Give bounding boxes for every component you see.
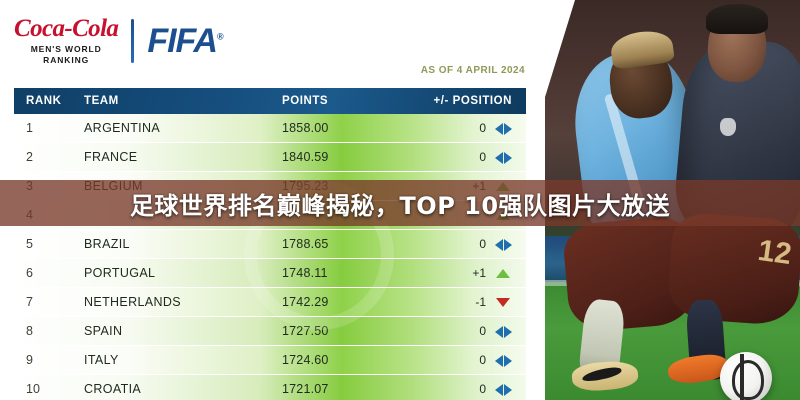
table-row[interactable]: 2 FRANCE 1840.59 0 [14,143,526,172]
arrows-no-change-icon [495,382,512,397]
brand-divider [131,19,135,63]
arrows-no-change-icon [495,324,512,339]
cell-points: 1840.59 [282,150,329,164]
cell-points: 1721.07 [282,382,329,396]
position-change-value: +1 [472,266,486,280]
arrows-no-change-icon [495,237,512,252]
position-change-value: 0 [479,382,486,396]
cell-rank: 10 [26,382,40,396]
arrows-no-change-icon [495,353,512,368]
cell-position-change: 0 [402,382,514,397]
position-change-value: 0 [479,150,486,164]
table-row[interactable]: 10 CROATIA 1721.07 0 [14,375,526,400]
cell-position-change: 0 [402,121,514,136]
cell-rank: 9 [26,353,33,367]
table-header-row: RANK TEAM POINTS +/- POSITION [14,88,526,114]
coca-cola-subtitle: MEN'S WORLD RANKING [31,44,102,65]
headline-banner-text: 足球世界排名巅峰揭秘，TOP 10强队图片大放送 [129,191,671,220]
player-navy-hair [706,4,768,34]
column-header-team: TEAM [84,95,119,107]
cell-team: ARGENTINA [84,121,161,135]
cell-position-change: 0 [402,150,514,165]
column-header-position: +/- POSITION [433,95,512,107]
cell-points: 1742.29 [282,295,329,309]
position-change-value: 0 [479,324,486,338]
cell-team: FRANCE [84,150,138,164]
cell-rank: 5 [26,237,33,251]
football-ball-icon [720,352,772,400]
ranking-table: RANK TEAM POINTS +/- POSITION 1 ARGENTINA… [14,88,526,400]
arrow-down-icon [495,295,512,310]
coca-cola-subtitle-line2: RANKING [43,55,90,65]
table-row[interactable]: 5 BRAZIL 1788.65 0 [14,230,526,259]
cell-team: NETHERLANDS [84,295,181,309]
coca-cola-wordmark: Coca-Cola [14,15,119,43]
cell-position-change: 0 [402,353,514,368]
table-row[interactable]: 7 NETHERLANDS 1742.29 -1 [14,288,526,317]
cell-position-change: +1 [402,266,514,281]
position-change-value: -1 [475,295,486,309]
fifa-logo: FIFA® [147,22,224,60]
arrow-up-icon [495,266,512,281]
cell-position-change: 0 [402,237,514,252]
cell-position-change: 0 [402,324,514,339]
headline-banner: 足球世界排名巅峰揭秘，TOP 10强队图片大放送 [0,180,800,226]
fifa-wordmark: FIFA [147,22,218,60]
cell-rank: 7 [26,295,33,309]
arrows-no-change-icon [495,150,512,165]
cell-team: PORTUGAL [84,266,156,280]
player-navy-crest [720,118,736,136]
cell-team: ITALY [84,353,119,367]
position-change-value: 0 [479,121,486,135]
as-of-date: AS OF 4 APRIL 2024 [420,65,525,76]
arrows-no-change-icon [495,121,512,136]
table-row[interactable]: 9 ITALY 1724.60 0 [14,346,526,375]
cell-points: 1724.60 [282,353,329,367]
table-row[interactable]: 1 ARGENTINA 1858.00 0 [14,114,526,143]
cell-rank: 2 [26,150,33,164]
cell-rank: 1 [26,121,33,135]
cell-points: 1788.65 [282,237,329,251]
column-header-rank: RANK [26,95,62,107]
cell-rank: 6 [26,266,33,280]
fifa-registered-mark: ® [217,31,224,42]
player-navy-shirt-number: 12 [755,233,794,272]
coca-cola-subtitle-line1: MEN'S WORLD [30,44,102,55]
table-row[interactable]: 8 SPAIN 1727.50 0 [14,317,526,346]
cell-points: 1748.11 [282,266,328,280]
cell-team: CROATIA [84,382,142,396]
column-header-points: POINTS [282,95,329,107]
table-body: 1ARGENTINA1858.0002FRANCE1840.5903BELGIU… [14,114,526,400]
position-change-value: 0 [479,353,486,367]
brand-lockup: Coca-Cola MEN'S WORLD RANKING FIFA® [14,12,224,70]
cell-team: BRAZIL [84,237,130,251]
cell-position-change: -1 [402,295,514,310]
table-row[interactable]: 6 PORTUGAL 1748.11 +1 [14,259,526,288]
cell-rank: 8 [26,324,33,338]
cell-points: 1858.00 [282,121,329,135]
cell-team: SPAIN [84,324,123,338]
cell-points: 1727.50 [282,324,329,338]
coca-cola-logo: Coca-Cola MEN'S WORLD RANKING [14,15,119,65]
position-change-value: 0 [479,237,486,251]
